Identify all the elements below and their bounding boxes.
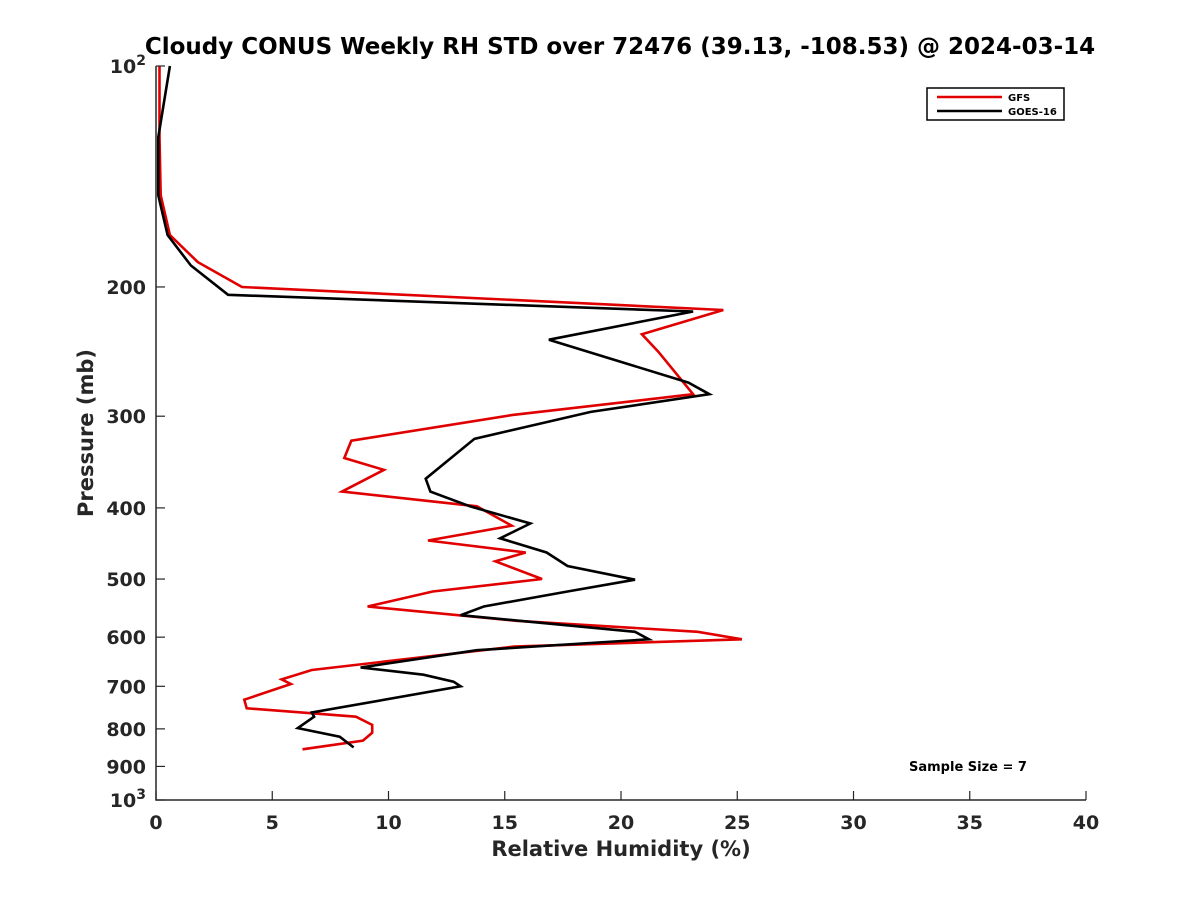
- x-axis-ticks: 0 5 10 15 20 25 30 35 40: [149, 791, 1099, 834]
- legend-box: [926, 87, 1065, 121]
- series-layer: [157, 65, 743, 751]
- axes-layer: [155, 66, 1086, 801]
- y-tick-label: 600: [106, 627, 146, 649]
- legend: GFS GOES-16: [926, 87, 1065, 121]
- x-tick-label: 10: [375, 812, 401, 834]
- x-tick-label: 40: [1073, 812, 1099, 834]
- x-tick-label: 30: [840, 812, 866, 834]
- y-tick-label: 500: [106, 569, 146, 591]
- y-axis-ticks: 102 200 300 400 500 600 700 800 900 103: [106, 53, 165, 812]
- x-tick-label: 25: [724, 812, 750, 834]
- axis-frame: [155, 66, 1086, 801]
- chart-title: Cloudy CONUS Weekly RH STD over 72476 (3…: [145, 34, 1095, 60]
- x-axis-label: Relative Humidity (%): [491, 837, 750, 861]
- y-tick-label: 200: [106, 277, 146, 299]
- y-axis-label: Pressure (mb): [74, 349, 98, 517]
- y-tick-label: 800: [106, 719, 146, 741]
- legend-items: GFS GOES-16: [937, 93, 1057, 118]
- series-line-goes-16: [157, 65, 714, 749]
- y-tick-label: 103: [110, 787, 146, 812]
- x-tick-label: 0: [149, 812, 162, 834]
- x-tick-label: 20: [608, 812, 634, 834]
- legend-label: GFS: [1008, 93, 1030, 104]
- y-tick-label: 102: [110, 53, 146, 78]
- y-tick-label: 300: [106, 406, 146, 428]
- legend-label: GOES-16: [1008, 107, 1057, 118]
- y-tick-label: 400: [106, 498, 146, 520]
- sample-size-annotation: Sample Size = 7: [909, 760, 1027, 775]
- y-tick-label: 900: [106, 756, 146, 778]
- series-line-gfs: [158, 66, 743, 751]
- x-tick-label: 15: [492, 812, 518, 834]
- y-tick-label: 700: [106, 676, 146, 698]
- x-tick-label: 5: [266, 812, 279, 834]
- x-tick-label: 35: [957, 812, 983, 834]
